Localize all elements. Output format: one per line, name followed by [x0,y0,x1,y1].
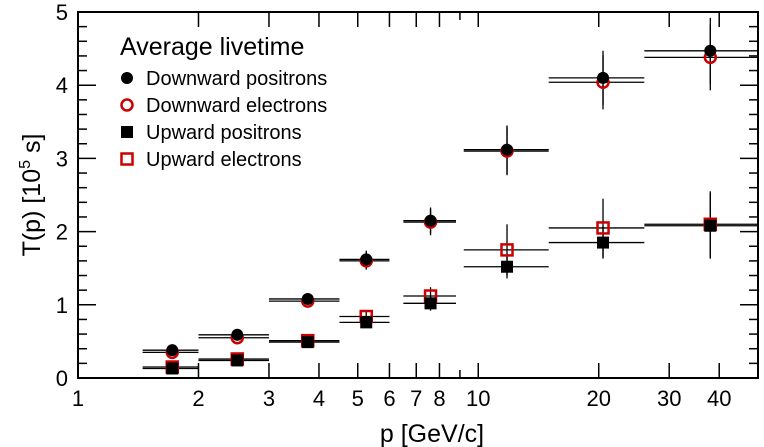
data-point [301,292,314,305]
series-markers-2 [166,219,717,375]
series-markers-0 [166,44,717,357]
y-tick-label: 2 [56,220,68,245]
legend: Average livetime Downward positrons Downw… [120,33,327,171]
data-point [231,328,244,341]
data-point [231,354,244,367]
x-tick-label: 10 [466,386,490,411]
legend-label: Upward electrons [146,149,302,171]
data-point [596,221,610,235]
x-tick-label: 4 [313,386,325,411]
x-tick-label: 6 [383,386,395,411]
x-tick-label: 7 [410,386,422,411]
y-tick-label: 5 [56,0,68,25]
x-tick-label: 3 [263,386,275,411]
x-tick-label: 5 [352,386,364,411]
data-point [360,316,373,329]
data-point [597,236,610,249]
y-tick-label: 4 [56,73,68,98]
data-point [360,253,373,266]
data-point [301,336,314,349]
x-tick-label: 2 [192,386,204,411]
x-tick-label: 20 [586,386,610,411]
y-axis-label-exponent: 5 [17,160,34,169]
y-tick-label: 3 [56,146,68,171]
x-tick-label: 1 [72,386,84,411]
y-tick-labels: 0 1 2 3 4 5 [56,0,68,391]
data-point [704,44,717,57]
y-axis-label-unit: s] [18,134,46,160]
y-tick-label: 1 [56,293,68,318]
data-point [704,219,717,232]
legend-title: Average livetime [120,33,304,61]
data-point [501,260,514,273]
data-point [597,71,610,84]
legend-marker [121,72,133,84]
x-tick-label: 8 [433,386,445,411]
legend-marker [120,152,134,166]
legend-marker [121,126,133,138]
data-point [501,143,514,156]
data-point [166,362,179,375]
data-series [142,17,758,375]
plot-frame [77,11,759,379]
legend-marker [120,98,134,112]
y-tick-label: 0 [56,366,68,391]
data-point [424,297,437,310]
data-point [500,243,514,257]
x-axis-label: p [GeV/c] [380,420,484,447]
legend-label: Downward electrons [146,95,327,117]
legend-label: Downward positrons [146,68,327,90]
legend-label: Upward positrons [146,122,302,144]
x-tick-labels: 1 2 3 4 5 6 7 8 10 20 30 40 [72,386,732,411]
data-point [166,344,179,357]
y-axis-label: T(p) [105 s] [17,134,46,257]
x-tick-label: 40 [707,386,731,411]
data-point [424,214,437,227]
x-tick-label: 30 [657,386,681,411]
y-axis-label-main: T(p) [10 [18,169,46,257]
